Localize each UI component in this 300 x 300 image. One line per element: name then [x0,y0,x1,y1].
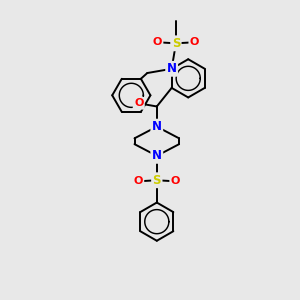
Text: O: O [134,176,143,186]
Text: S: S [153,174,161,187]
Text: O: O [153,37,162,47]
Text: O: O [171,176,180,186]
Text: N: N [152,120,162,133]
Text: N: N [152,149,162,162]
Text: S: S [172,37,180,50]
Text: N: N [167,62,177,75]
Text: O: O [190,37,199,47]
Text: O: O [134,98,143,108]
